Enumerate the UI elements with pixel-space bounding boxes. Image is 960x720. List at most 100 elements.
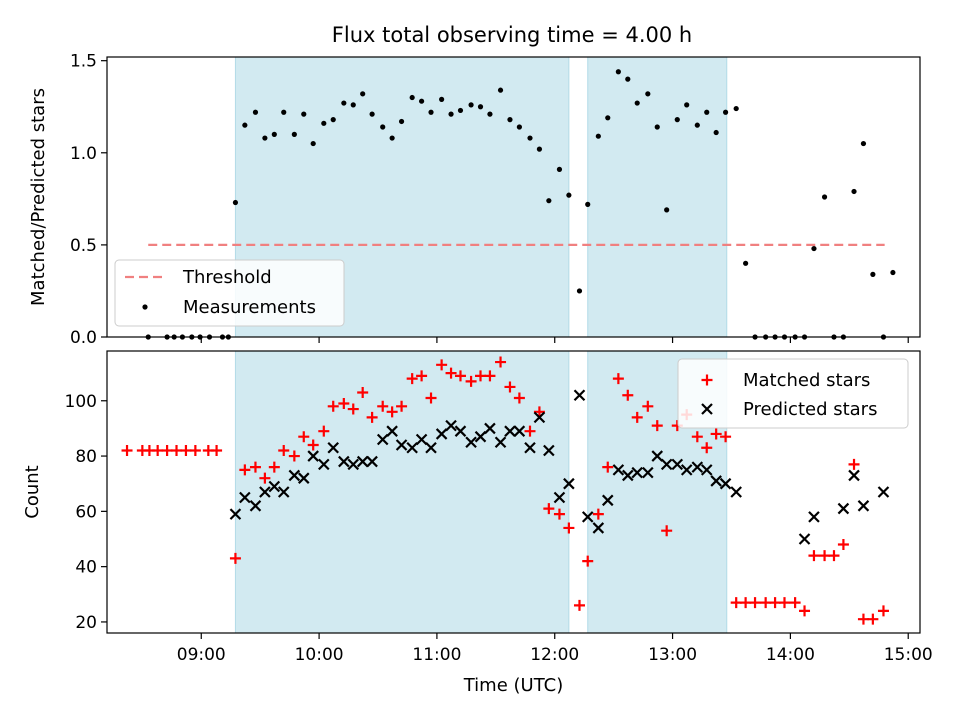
- legend-matched-label: Matched stars: [743, 370, 870, 391]
- y-axis-label: Matched/Predicted stars: [28, 88, 49, 306]
- matched-star-point: [877, 605, 889, 617]
- matched-star-point: [454, 370, 466, 382]
- matched-star-point: [298, 431, 310, 443]
- measurement-point: [605, 115, 611, 121]
- measurement-point: [271, 131, 277, 137]
- x-tick-label: 10:00: [295, 645, 344, 665]
- measurement-point: [242, 122, 248, 128]
- measurement-point: [664, 207, 670, 213]
- matched-star-point: [848, 458, 860, 470]
- measurement-point: [645, 91, 651, 97]
- predicted-star-point: [484, 422, 496, 435]
- matched-star-point: [121, 445, 133, 457]
- y-tick-label: 1.5: [70, 52, 97, 72]
- measurement-point: [684, 102, 690, 108]
- measurement-point: [860, 140, 867, 147]
- predicted-star-point: [307, 450, 319, 462]
- measurement-point: [566, 192, 572, 198]
- measurement-point: [398, 118, 405, 125]
- measurement-point: [654, 124, 660, 130]
- matched-star-point: [582, 555, 594, 567]
- matched-star-point: [366, 411, 378, 423]
- predicted-star-point: [524, 441, 536, 454]
- matched-star-point: [740, 597, 752, 609]
- y-tick-label: 60: [75, 502, 97, 522]
- measurement-point: [536, 146, 543, 152]
- axes-frame: [106, 56, 921, 338]
- measurement-point: [301, 111, 307, 117]
- legend-measurement-swatch: [142, 304, 148, 310]
- x-tick-label: 14:00: [766, 645, 815, 665]
- predicted-star-point: [454, 425, 467, 437]
- matched-star-point: [259, 472, 271, 484]
- predicted-star-point: [592, 522, 605, 534]
- y-tick-label: 80: [75, 447, 97, 467]
- predicted-star-point: [415, 433, 428, 446]
- measurement-point: [468, 102, 474, 108]
- predicted-star-point: [719, 477, 732, 490]
- predicted-star-point: [268, 480, 281, 493]
- predicted-star-point: [347, 458, 360, 471]
- x-tick-label: 13:00: [648, 645, 697, 665]
- predicted-star-point: [700, 464, 713, 476]
- measurement-point: [310, 140, 316, 147]
- matched-star-point: [760, 597, 772, 609]
- measurement-point: [389, 135, 395, 141]
- measurement-point: [890, 269, 896, 276]
- measurement-point: [380, 124, 386, 130]
- predicted-star-point: [376, 433, 389, 446]
- matched-star-point: [278, 445, 290, 457]
- matched-star-point: [239, 464, 251, 476]
- matched-star-point: [691, 431, 703, 443]
- matched-star-point: [180, 445, 192, 457]
- bottom-panel: 20 40 60 80 100 09:00 10:00 11:00 12:00 13:00 14:0…: [22, 350, 933, 696]
- predicted-star-point: [651, 450, 664, 462]
- predicted-star-point: [563, 477, 575, 490]
- matched-star-point: [651, 420, 663, 432]
- predicted-star-point: [710, 475, 722, 487]
- measurement-point: [232, 199, 239, 206]
- matched-star-point: [327, 400, 339, 412]
- measurement-point: [341, 100, 347, 106]
- matched-star-point: [268, 461, 280, 473]
- measurement-point: [625, 76, 631, 82]
- matched-star-point: [249, 461, 261, 473]
- measurement-point: [585, 201, 591, 207]
- legend-top: Threshold Measurements: [114, 259, 345, 327]
- predicted-star-point: [259, 486, 271, 498]
- predicted-star-point: [543, 444, 555, 457]
- matched-star-point: [819, 550, 831, 562]
- x-tick-label: 11:00: [412, 645, 461, 665]
- predicted-star-point: [601, 494, 614, 507]
- measurement-point: [360, 91, 366, 97]
- matched-star-point: [710, 428, 722, 440]
- predicted-star-point: [553, 491, 566, 504]
- matched-star-point: [533, 406, 545, 418]
- measurement-point: [674, 117, 680, 123]
- predicted-star-point: [386, 425, 398, 437]
- matched-star-point: [513, 392, 525, 404]
- legend-predicted-swatch: [701, 403, 713, 415]
- measurement-point: [870, 271, 876, 277]
- measurement-point: [704, 109, 710, 115]
- matched-star-point: [857, 613, 869, 625]
- predicted-star-point: [239, 491, 251, 504]
- matched-star-point: [406, 373, 418, 385]
- predicted-star-point: [435, 428, 448, 440]
- predicted-star-point: [837, 502, 850, 515]
- matched-star-point: [357, 386, 369, 398]
- measurement-point: [821, 194, 828, 200]
- matched-star-point: [602, 461, 614, 473]
- x-tick-label: 12:00: [530, 645, 579, 665]
- predicted-star-point: [406, 441, 418, 454]
- predicted-star-point: [680, 464, 693, 476]
- measurement-point: [811, 245, 817, 252]
- measurement-point: [291, 131, 297, 137]
- matched-star-point: [161, 445, 173, 457]
- measurement-point: [546, 198, 552, 204]
- y-tick-label: 1.0: [70, 144, 97, 164]
- shaded-region-2: [587, 56, 728, 338]
- matched-star-point: [867, 613, 879, 625]
- measurement-point: [851, 188, 857, 195]
